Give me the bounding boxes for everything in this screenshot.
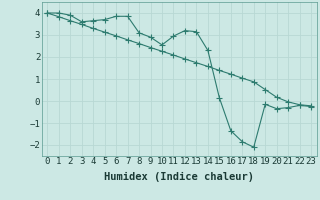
X-axis label: Humidex (Indice chaleur): Humidex (Indice chaleur) (104, 172, 254, 182)
